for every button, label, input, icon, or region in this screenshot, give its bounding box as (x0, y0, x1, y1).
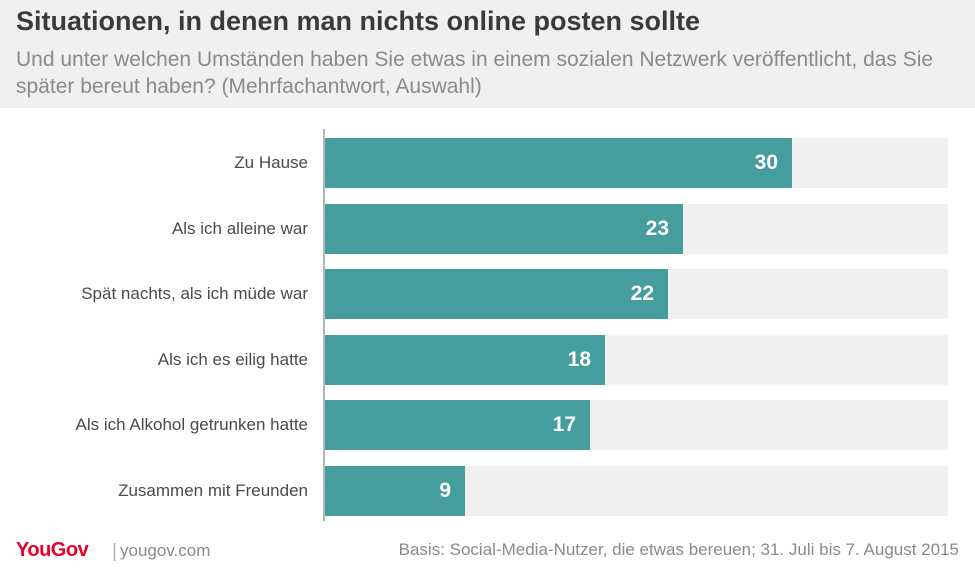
category-label: Spät nachts, als ich müde war (81, 284, 308, 303)
footer-separator: | (112, 541, 117, 562)
footer-basis-note: Basis: Social-Media-Nutzer, die etwas be… (398, 540, 959, 559)
header: Situationen, in denen man nichts online … (0, 0, 975, 108)
bar (325, 335, 605, 385)
yougov-logo: YouGov (16, 539, 89, 561)
bar-row: Spät nachts, als ich müde war 22 (0, 269, 975, 319)
bar-value-label: 30 (754, 151, 778, 174)
bar-value-label: 23 (645, 217, 669, 240)
bar (325, 204, 683, 254)
bar (325, 400, 590, 450)
category-label: Als ich es eilig hatte (157, 350, 308, 369)
bar (325, 466, 465, 516)
bar-value-label: 18 (567, 348, 591, 371)
bar-row: Als ich Alkohol getrunken hatte 17 (0, 400, 975, 450)
bar-row: Als ich es eilig hatte 18 (0, 335, 975, 385)
category-label: Als ich alleine war (171, 219, 308, 238)
bar-row: Zusammen mit Freunden 9 (0, 466, 975, 516)
category-axis-line (323, 129, 325, 521)
footer-site-link[interactable]: yougov.com (120, 541, 211, 560)
bar-value-label: 17 (552, 413, 576, 436)
chart-subtitle: Und unter welchen Umständen haben Sie et… (16, 48, 934, 98)
bar (325, 138, 792, 188)
bar (325, 269, 668, 319)
bar-value-label: 22 (630, 282, 654, 305)
bar-value-label: 9 (439, 479, 451, 502)
category-label: Als ich Alkohol getrunken hatte (75, 415, 308, 434)
chart-title: Situationen, in denen man nichts online … (16, 6, 701, 36)
bar-row: Zu Hause 30 (0, 138, 975, 188)
category-label: Zu Hause (234, 153, 308, 172)
category-label: Zusammen mit Freunden (118, 481, 308, 500)
bar-row: Als ich alleine war 23 (0, 204, 975, 254)
